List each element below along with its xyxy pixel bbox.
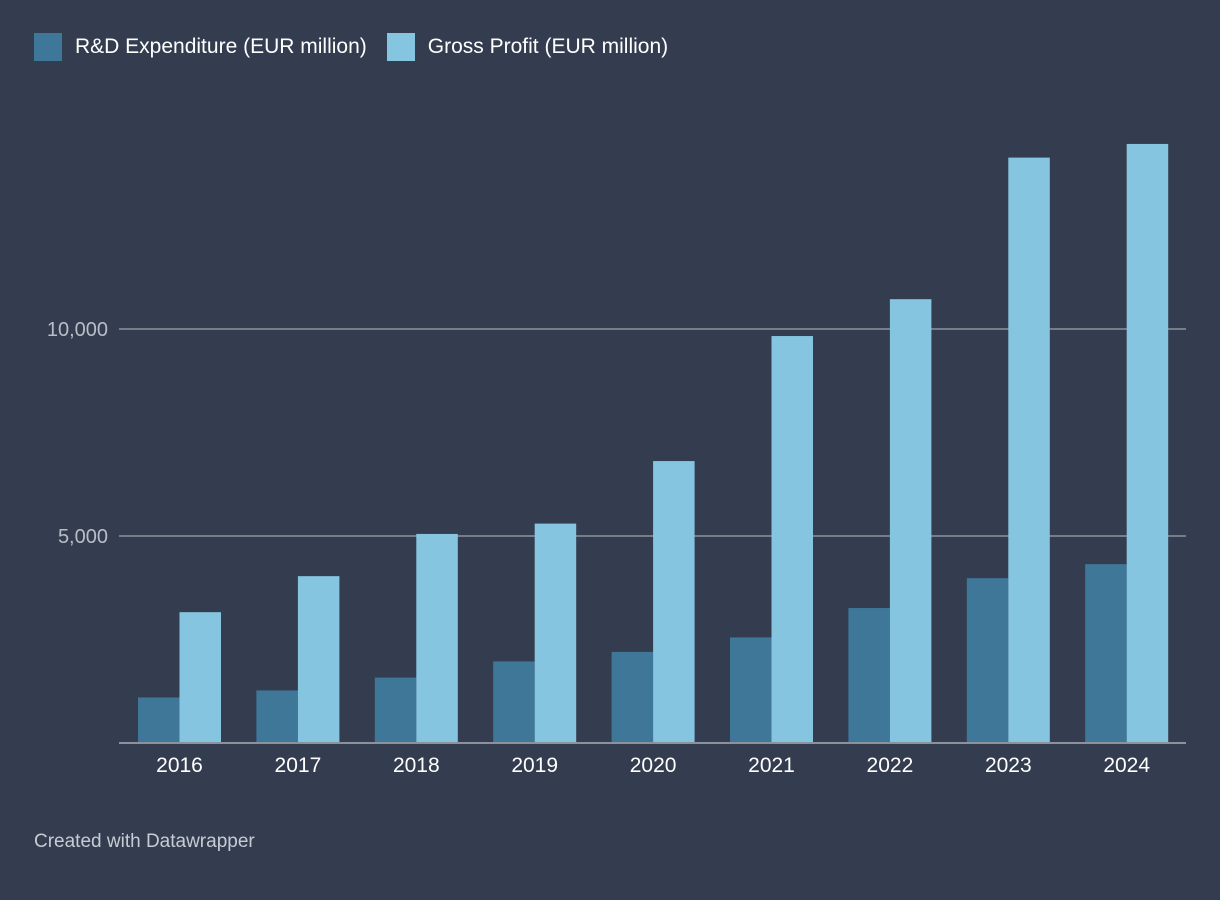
bar-gross-profit-2021[interactable] <box>771 336 814 743</box>
x-tick-label-2021: 2021 <box>748 754 795 777</box>
x-tick-label-2024: 2024 <box>1103 754 1150 777</box>
legend-label-gross-profit: Gross Profit (EUR million) <box>427 35 669 58</box>
y-tick-label-10000: 10,000 <box>47 319 108 341</box>
bar-gross-profit-2017[interactable] <box>297 576 340 743</box>
bar-rd-expenditure-2017[interactable] <box>256 690 298 743</box>
legend: R&D Expenditure (EUR million) Gross Prof… <box>34 33 668 61</box>
bar-gross-profit-2022[interactable] <box>889 299 932 743</box>
x-tick-label-2020: 2020 <box>630 754 677 777</box>
legend-swatch-rd-expenditure <box>34 33 62 61</box>
bar-gross-profit-2016[interactable] <box>179 612 222 743</box>
bar-rd-expenditure-2020[interactable] <box>611 651 654 743</box>
bar-gross-profit-2023[interactable] <box>1008 157 1050 743</box>
bar-rd-expenditure-2022[interactable] <box>848 608 890 743</box>
bar-rd-expenditure-2021[interactable] <box>730 637 772 743</box>
x-tick-label-2018: 2018 <box>393 754 440 777</box>
legend-swatch-gross-profit <box>386 33 415 61</box>
bar-gross-profit-2019[interactable] <box>534 523 577 743</box>
legend-item-rd-expenditure[interactable]: R&D Expenditure (EUR million) <box>34 33 367 61</box>
bar-rd-expenditure-2024[interactable] <box>1085 564 1127 743</box>
bar-rd-expenditure-2023[interactable] <box>966 578 1009 743</box>
bar-gross-profit-2020[interactable] <box>653 461 695 743</box>
y-tick-label-5000: 5,000 <box>58 526 108 548</box>
legend-item-gross-profit[interactable]: Gross Profit (EUR million) <box>386 33 669 61</box>
bar-gross-profit-2018[interactable] <box>416 533 458 743</box>
x-tick-label-2019: 2019 <box>511 754 558 777</box>
x-tick-label-2016: 2016 <box>156 754 203 777</box>
legend-label-rd-expenditure: R&D Expenditure (EUR million) <box>75 35 367 58</box>
x-tick-label-2017: 2017 <box>275 754 322 777</box>
bar-gross-profit-2024[interactable] <box>1126 143 1169 743</box>
bar-rd-expenditure-2016[interactable] <box>138 697 180 743</box>
x-tick-label-2022: 2022 <box>867 754 914 777</box>
bar-rd-expenditure-2018[interactable] <box>374 677 417 743</box>
x-tick-label-2023: 2023 <box>985 754 1032 777</box>
bar-rd-expenditure-2019[interactable] <box>493 661 535 743</box>
footer-credit: Created with Datawrapper <box>34 831 255 852</box>
